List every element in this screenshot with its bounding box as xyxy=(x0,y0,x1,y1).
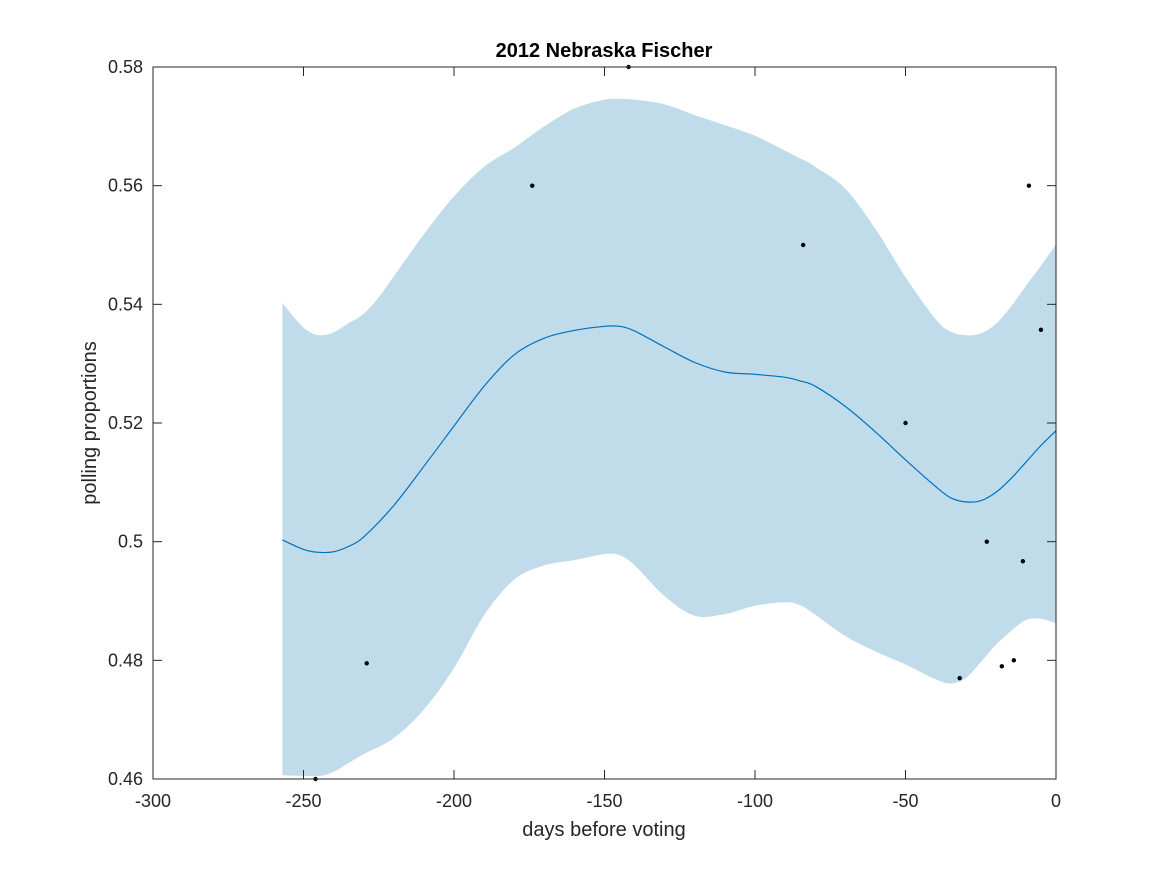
poll-point xyxy=(1011,658,1017,663)
poll-point xyxy=(800,242,806,248)
poll-point xyxy=(530,183,535,188)
y-tick-label: 0.48 xyxy=(108,650,143,670)
poll-point xyxy=(1020,559,1026,564)
poll-point xyxy=(999,664,1005,669)
y-tick-label: 0.46 xyxy=(108,769,143,789)
y-tick-label: 0.52 xyxy=(108,413,143,433)
poll-point xyxy=(1026,183,1032,188)
x-tick-label: -300 xyxy=(135,791,171,811)
y-tick-label: 0.54 xyxy=(108,294,143,314)
poll-point xyxy=(984,539,989,544)
x-tick-label: -100 xyxy=(737,791,773,811)
poll-point xyxy=(1038,327,1044,333)
poll-point xyxy=(957,675,962,681)
x-tick-label: 0 xyxy=(1051,791,1061,811)
x-tick-label: -200 xyxy=(436,791,472,811)
y-tick-labels: 0.46 0.48 0.5 0.52 0.54 0.56 0.58 xyxy=(108,57,143,789)
y-tick-label: 0.58 xyxy=(108,57,143,77)
mean-line xyxy=(282,325,1057,554)
x-tick-label: -50 xyxy=(892,791,918,811)
poll-point xyxy=(903,420,908,426)
x-tick-label: -150 xyxy=(586,791,622,811)
y-axis-label: polling proportions xyxy=(79,341,101,504)
x-tick-labels: -300 -250 -200 -150 -100 -50 0 xyxy=(135,791,1061,811)
tick-marks xyxy=(152,66,1057,780)
x-tick-label: -250 xyxy=(285,791,321,811)
confidence-band xyxy=(282,98,1056,777)
y-tick-label: 0.56 xyxy=(108,176,143,196)
y-tick-label: 0.5 xyxy=(118,532,143,552)
poll-point xyxy=(364,661,369,666)
chart-title: 2012 Nebraska Fischer xyxy=(496,40,713,62)
poll-points xyxy=(313,64,1044,782)
x-axis-label: days before voting xyxy=(522,819,685,841)
